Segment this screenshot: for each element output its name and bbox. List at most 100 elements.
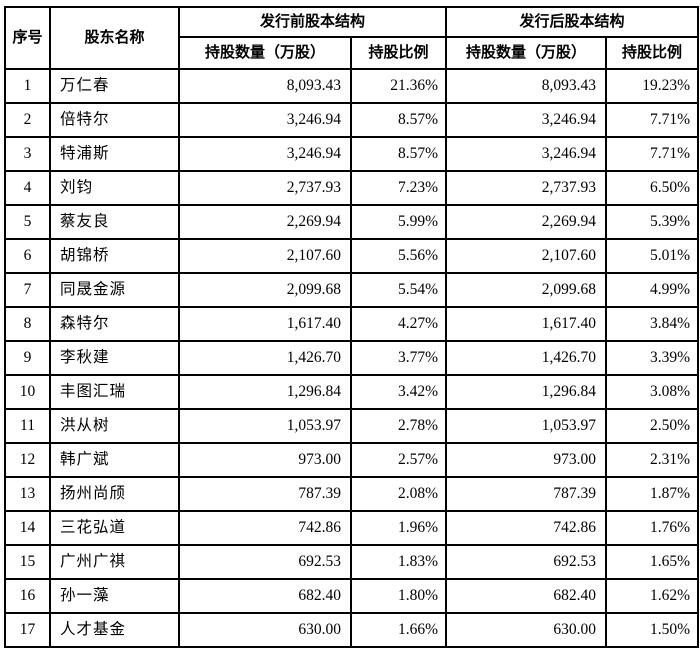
cell-shareholder-name: 丰图汇瑞 [49,374,180,410]
cell-pre-ratio: 21.36% [349,68,448,104]
cell-pre-shares: 1,053.97 [178,408,352,444]
cell-pre-ratio: 1.80% [349,578,448,614]
cell-pre-ratio: 1.66% [349,612,448,648]
cell-post-ratio: 6.50% [605,170,700,206]
cell-post-shares: 2,269.94 [445,204,608,240]
cell-post-shares: 973.00 [445,442,608,478]
table-header: 序号 股东名称 发行前股本结构 发行后股本结构 持股数量（万股） 持股比例 持股… [4,6,700,70]
cell-shareholder-name: 胡锦桥 [49,238,180,274]
table-row: 13 扬州尚颀 787.39 2.08% 787.39 1.87% [4,476,700,512]
cell-post-shares: 787.39 [445,476,608,512]
col-header-index: 序号 [4,6,51,70]
table-row: 17 人才基金 630.00 1.66% 630.00 1.50% [4,612,700,648]
col-header-shareholder: 股东名称 [49,6,180,70]
cell-index: 1 [4,68,51,104]
cell-post-shares: 692.53 [445,544,608,580]
cell-index: 7 [4,272,51,308]
cell-post-ratio: 1.87% [605,476,700,512]
cell-post-ratio: 19.23% [605,68,700,104]
table-row: 4 刘钧 2,737.93 7.23% 2,737.93 6.50% [4,170,700,206]
cell-shareholder-name: 孙一藻 [49,578,180,614]
cell-index: 3 [4,136,51,172]
cell-pre-ratio: 1.83% [349,544,448,580]
table-row: 15 广州广祺 692.53 1.83% 692.53 1.65% [4,544,700,580]
cell-pre-ratio: 8.57% [349,102,448,138]
table-row: 1 万仁春 8,093.43 21.36% 8,093.43 19.23% [4,68,700,104]
table-row: 16 孙一藻 682.40 1.80% 682.40 1.62% [4,578,700,614]
table-row: 5 蔡友良 2,269.94 5.99% 2,269.94 5.39% [4,204,700,240]
cell-pre-ratio: 7.23% [349,170,448,206]
table-row: 8 森特尔 1,617.40 4.27% 1,617.40 3.84% [4,306,700,342]
cell-index: 12 [4,442,51,478]
cell-shareholder-name: 洪从树 [49,408,180,444]
cell-post-ratio: 1.76% [605,510,700,546]
cell-pre-ratio: 8.57% [349,136,448,172]
cell-shareholder-name: 扬州尚颀 [49,476,180,512]
cell-post-ratio: 3.08% [605,374,700,410]
cell-pre-shares: 2,107.60 [178,238,352,274]
cell-post-shares: 630.00 [445,612,608,648]
cell-shareholder-name: 同晟金源 [49,272,180,308]
cell-pre-shares: 1,296.84 [178,374,352,410]
cell-index: 10 [4,374,51,410]
cell-index: 13 [4,476,51,512]
cell-post-shares: 682.40 [445,578,608,614]
cell-index: 15 [4,544,51,580]
cell-pre-ratio: 3.77% [349,340,448,376]
cell-shareholder-name: 李秋建 [49,340,180,376]
cell-post-ratio: 7.71% [605,136,700,172]
cell-post-ratio: 1.62% [605,578,700,614]
table-row: 9 李秋建 1,426.70 3.77% 1,426.70 3.39% [4,340,700,376]
cell-pre-ratio: 5.54% [349,272,448,308]
cell-index: 17 [4,612,51,648]
cell-post-ratio: 5.01% [605,238,700,274]
col-header-pre-shares: 持股数量（万股） [178,36,352,70]
cell-shareholder-name: 三花弘道 [49,510,180,546]
cell-index: 8 [4,306,51,342]
cell-pre-ratio: 2.78% [349,408,448,444]
table-row: 6 胡锦桥 2,107.60 5.56% 2,107.60 5.01% [4,238,700,274]
cell-post-ratio: 7.71% [605,102,700,138]
cell-pre-ratio: 5.99% [349,204,448,240]
cell-pre-shares: 3,246.94 [178,136,352,172]
cell-post-shares: 742.86 [445,510,608,546]
cell-post-ratio: 4.99% [605,272,700,308]
cell-pre-shares: 2,099.68 [178,272,352,308]
cell-post-shares: 1,617.40 [445,306,608,342]
cell-post-ratio: 2.31% [605,442,700,478]
cell-pre-shares: 8,093.43 [178,68,352,104]
cell-pre-shares: 742.86 [178,510,352,546]
col-group-pre-issuance: 发行前股本结构 [177,6,448,38]
cell-pre-ratio: 4.27% [349,306,448,342]
cell-post-shares: 3,246.94 [445,102,608,138]
cell-shareholder-name: 森特尔 [49,306,180,342]
cell-index: 9 [4,340,51,376]
cell-index: 6 [4,238,51,274]
col-group-post-issuance: 发行后股本结构 [445,6,700,38]
cell-pre-shares: 682.40 [178,578,352,614]
cell-post-shares: 1,053.97 [445,408,608,444]
cell-pre-shares: 2,269.94 [178,204,352,240]
cell-post-ratio: 2.50% [605,408,700,444]
cell-shareholder-name: 人才基金 [49,612,180,648]
table-body: 1 万仁春 8,093.43 21.36% 8,093.43 19.23% 2 倍特尔 3,24… [4,68,700,648]
cell-index: 2 [4,102,51,138]
cell-pre-shares: 630.00 [178,612,352,648]
cell-post-shares: 1,426.70 [445,340,608,376]
cell-post-shares: 2,099.68 [445,272,608,308]
cell-pre-ratio: 5.56% [349,238,448,274]
cell-post-ratio: 3.39% [605,340,700,376]
cell-pre-ratio: 2.08% [349,476,448,512]
table-row: 7 同晟金源 2,099.68 5.54% 2,099.68 4.99% [4,272,700,308]
cell-shareholder-name: 广州广祺 [49,544,180,580]
cell-shareholder-name: 特浦斯 [49,136,180,172]
table-row: 11 洪从树 1,053.97 2.78% 1,053.97 2.50% [4,408,700,444]
col-header-post-ratio: 持股比例 [605,36,700,70]
cell-index: 4 [4,170,51,206]
cell-index: 5 [4,204,51,240]
col-header-post-shares: 持股数量（万股） [445,36,608,70]
table-row: 14 三花弘道 742.86 1.96% 742.86 1.76% [4,510,700,546]
cell-post-ratio: 1.65% [605,544,700,580]
cell-post-shares: 2,107.60 [445,238,608,274]
cell-pre-ratio: 3.42% [349,374,448,410]
